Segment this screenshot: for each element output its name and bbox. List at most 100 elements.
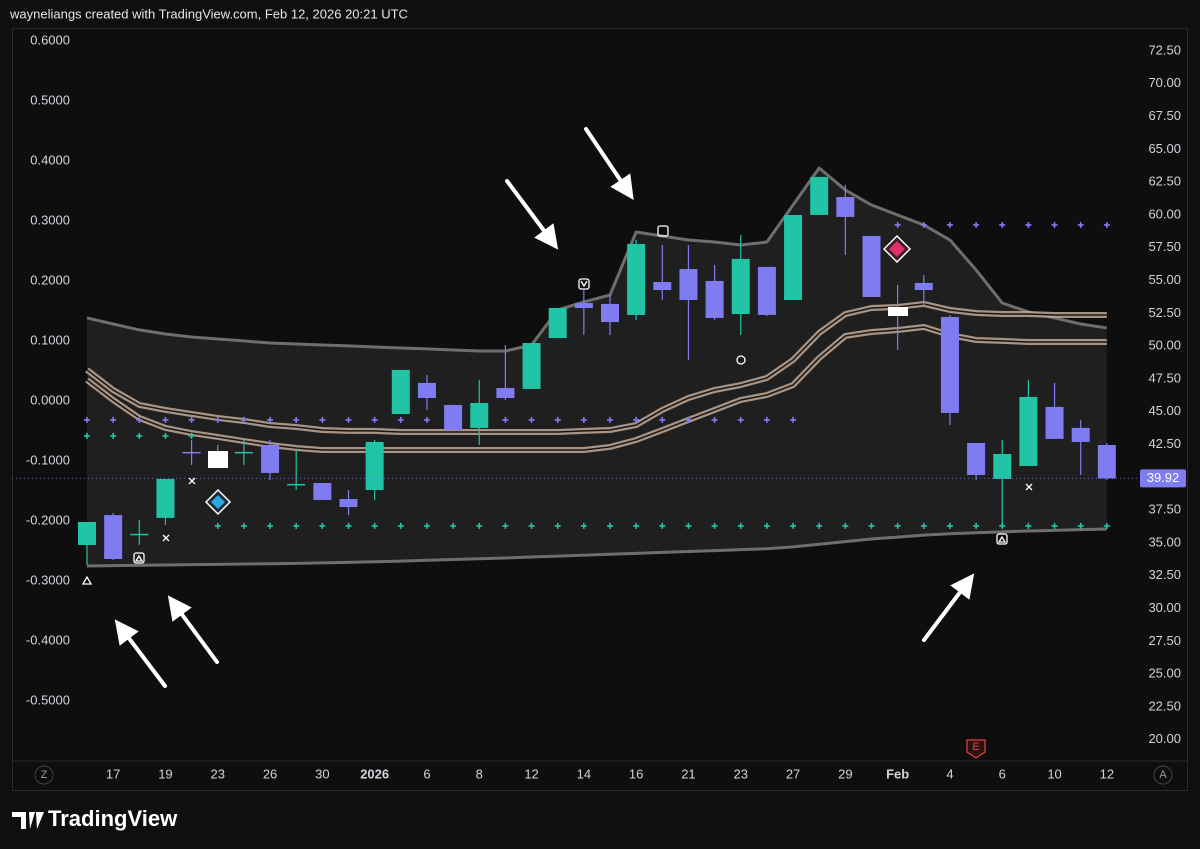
cross-marker: [1051, 522, 1058, 529]
cross-marker: [84, 432, 90, 439]
cross-marker: [345, 416, 352, 423]
y-tick-label: -0.2000: [26, 513, 70, 528]
cross-marker: [110, 416, 117, 423]
candle-body: [784, 214, 803, 300]
cross-marker: [633, 416, 640, 423]
candle-body: [574, 303, 593, 308]
cross-marker: [136, 432, 143, 439]
cross-marker: [920, 221, 927, 228]
chart-panel: [12, 28, 1188, 791]
x-tick-label: 12: [524, 766, 538, 781]
candle-body: [339, 499, 358, 508]
cross-marker: [763, 522, 770, 529]
candle-body: [627, 243, 646, 315]
earnings-label: E: [972, 741, 979, 753]
x-tick-label: 23: [211, 766, 225, 781]
y2-tick-label: 50.00: [1148, 338, 1181, 353]
candle-body: [104, 515, 123, 559]
cross-marker: [240, 416, 247, 423]
y2-tick-label: 52.50: [1148, 305, 1181, 320]
cross-marker: [423, 522, 430, 529]
cross-marker: [371, 522, 378, 529]
cross-marker: [1103, 221, 1110, 228]
cross-marker: [476, 522, 483, 529]
candle-body: [601, 303, 619, 323]
arrow: [114, 619, 167, 688]
cross-marker: [737, 522, 744, 529]
candle-body: [1097, 444, 1116, 479]
candle-body: [78, 521, 96, 545]
last-price-label: 39.92: [1147, 470, 1180, 485]
cross-marker: [946, 221, 953, 228]
zoom-button[interactable]: [34, 765, 54, 785]
x-tick-label: 21: [681, 766, 695, 781]
brand-name: TradingView: [48, 806, 178, 831]
y2-tick-label: 27.50: [1148, 633, 1181, 648]
triangle-marker: [81, 575, 93, 585]
y2-tick-label: 70.00: [1148, 75, 1181, 90]
y-tick-label: -0.3000: [26, 573, 70, 588]
cross-marker: [633, 522, 640, 529]
candle-body: [731, 258, 750, 315]
cross-marker: [397, 416, 404, 423]
cross-marker: [188, 432, 195, 439]
candle-body: [1071, 427, 1090, 442]
y2-tick-label: 32.50: [1148, 567, 1181, 582]
cross-marker: [659, 416, 666, 423]
x-tick-label: 6: [999, 766, 1006, 781]
candle-body: [1045, 406, 1064, 439]
cross-marker: [580, 522, 587, 529]
candle-body: [365, 441, 384, 490]
cross-marker: [240, 522, 247, 529]
diamond-marker-core: [211, 495, 225, 509]
candle-body: [993, 454, 1012, 479]
cross-marker: [450, 522, 457, 529]
x-tick-label: Feb: [886, 766, 909, 781]
candle-body: [522, 343, 541, 389]
cross-marker: [162, 416, 169, 423]
x-tick-label: 19: [158, 766, 172, 781]
arrow: [584, 127, 634, 200]
cross-marker: [711, 416, 718, 423]
signal-block: [208, 451, 228, 468]
candle-body: [653, 282, 672, 291]
y2-tick-label: 45.00: [1148, 403, 1181, 418]
x-tick-label: 23: [734, 766, 748, 781]
auto-scale-label: A: [1159, 769, 1167, 781]
cross-marker: [920, 522, 927, 529]
cross-marker: [868, 522, 875, 529]
overlay-line: [86, 166, 1108, 353]
cross-marker: [136, 416, 143, 423]
cross-marker: [110, 432, 117, 439]
cross-marker: [371, 416, 378, 423]
overlay-line-core: [86, 303, 1107, 433]
candle-body: [287, 483, 306, 486]
header-text: wayneliangs created with TradingView.com…: [9, 6, 408, 21]
square-marker: [996, 533, 1008, 545]
y2-tick-label: 22.50: [1148, 698, 1181, 713]
earnings-badge[interactable]: [966, 739, 986, 759]
cross-marker: [763, 416, 770, 423]
cross-marker: [528, 522, 535, 529]
arrow: [167, 595, 219, 664]
candle-body: [444, 404, 463, 431]
candle-body: [967, 443, 986, 476]
candle-body: [496, 388, 515, 399]
logo-mark: [12, 812, 44, 829]
cross-marker: [319, 416, 326, 423]
y-tick-label: 0.3000: [30, 213, 70, 228]
candle-body: [914, 282, 933, 291]
cross-marker: [816, 522, 823, 529]
signal-block: [888, 307, 908, 316]
cross-marker: [790, 522, 797, 529]
cross-marker: [659, 522, 666, 529]
x-tick-label: 17: [106, 766, 120, 781]
auto-scale-button[interactable]: [1153, 765, 1173, 785]
y2-tick-label: 55.00: [1148, 272, 1181, 287]
y2-tick-label: 35.00: [1148, 534, 1181, 549]
triangle-marker: [997, 535, 1007, 543]
x-tick-label: 10: [1047, 766, 1061, 781]
cross-marker: [1051, 221, 1058, 228]
